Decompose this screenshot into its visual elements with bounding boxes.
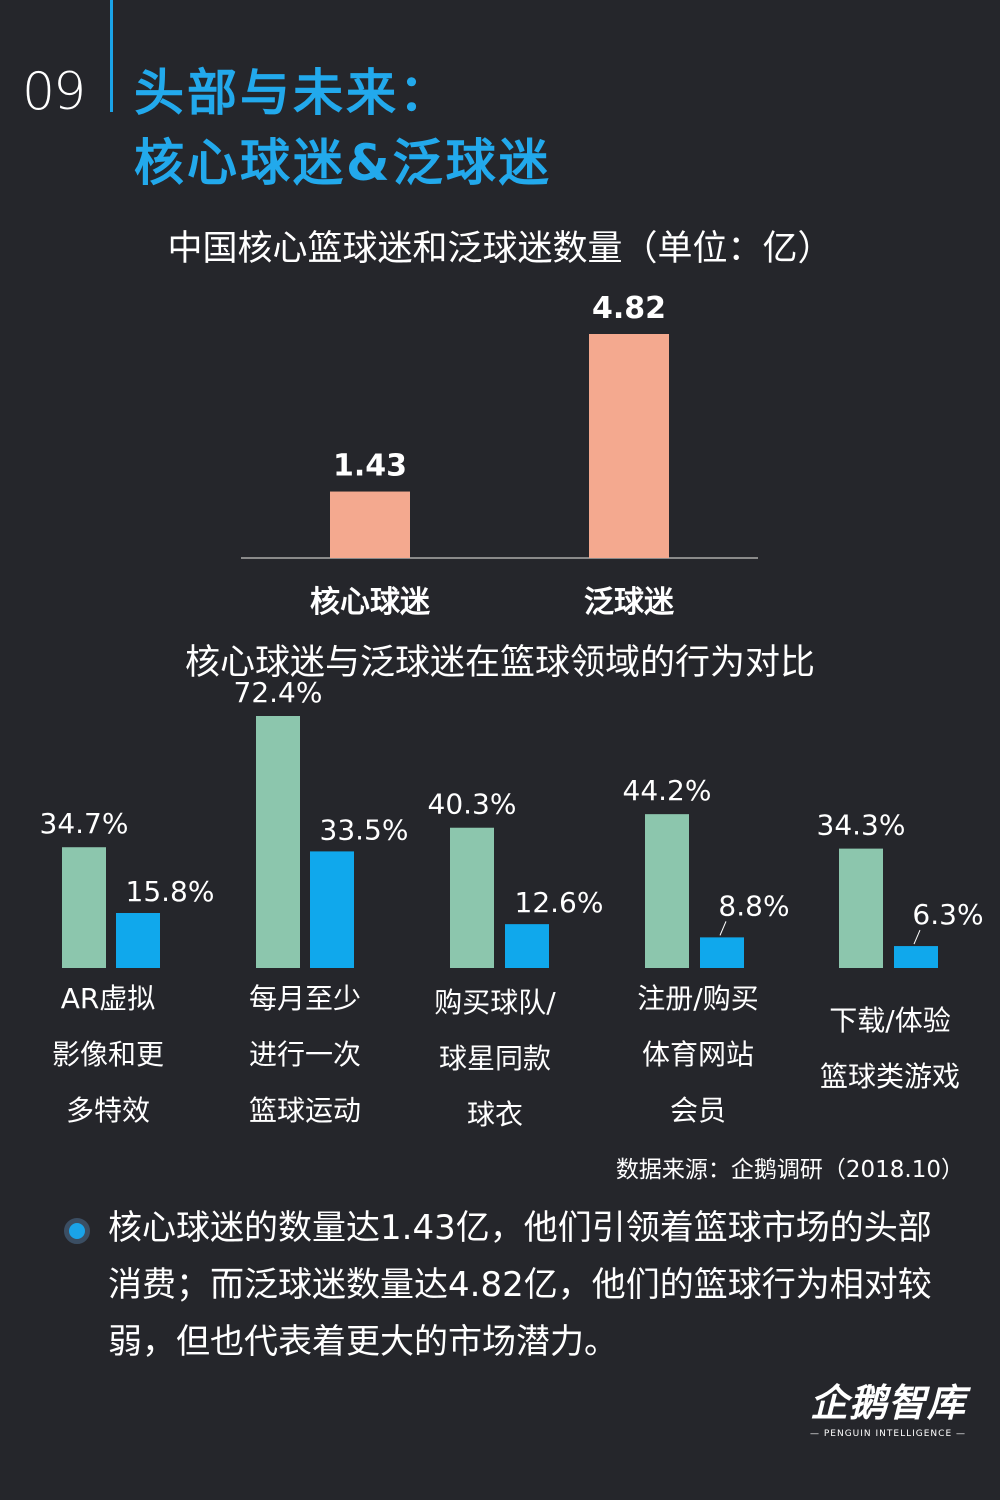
core-fan-value-label: 72.4% <box>234 676 323 709</box>
chart2-category-label: 篮球运动 <box>249 1094 361 1127</box>
label-leader-line <box>913 929 921 945</box>
casual-fan-value-label: 15.8% <box>126 875 215 908</box>
logo-sub: — PENGUIN INTELLIGENCE — <box>810 1429 966 1439</box>
chart2-category-label: 下载/体验 <box>829 1004 950 1037</box>
chart2-category-label: 球衣 <box>467 1098 523 1131</box>
core-fan-value-label: 34.3% <box>817 809 906 842</box>
bullet-icon <box>64 1218 90 1244</box>
logo-main: 企鹅智库 <box>809 1381 966 1425</box>
fan-count-chart: 1.43 核心球迷 4.82 泛球迷 <box>241 291 758 620</box>
chart1-category-label: 泛球迷 <box>584 585 675 620</box>
chart2-category-label: 购买球队/ <box>434 986 556 1019</box>
page-title: 头部与未来： 核心球迷&泛球迷 <box>134 58 552 198</box>
chart2-category-label: 注册/购买 <box>637 982 758 1015</box>
casual-fan-value-label: 12.6% <box>515 886 604 919</box>
page-number: 09 <box>22 62 86 122</box>
chart1-bar <box>330 491 410 558</box>
label-leader-line <box>719 921 727 936</box>
chart2-title: 核心球迷与泛球迷在篮球领域的行为对比 <box>184 643 815 683</box>
chart1-title: 中国核心篮球迷和泛球迷数量（单位：亿） <box>167 229 833 269</box>
chart1-value-label: 4.82 <box>592 291 666 326</box>
chart1-bar <box>589 334 669 558</box>
chart2-category-label: 体育网站 <box>642 1038 754 1071</box>
logo: 企鹅智库 — PENGUIN INTELLIGENCE — <box>798 1372 978 1439</box>
title-line-1: 头部与未来： <box>134 64 452 122</box>
core-fan-bar <box>62 847 106 968</box>
casual-fan-value-label: 8.8% <box>718 889 789 922</box>
chart2-category-label: 会员 <box>670 1094 726 1127</box>
chart2-category-label: 球星同款 <box>439 1042 551 1075</box>
chart2-category-label: 篮球类游戏 <box>820 1060 960 1093</box>
core-fan-value-label: 44.2% <box>623 774 712 807</box>
chart2-category-label: 多特效 <box>66 1094 150 1127</box>
core-fan-bar <box>645 814 689 968</box>
casual-fan-bar <box>505 924 549 968</box>
casual-fan-bar <box>700 937 744 968</box>
summary-text: 核心球迷的数量达1.43亿，他们引领着篮球市场的头部消费；而泛球迷数量达4.82… <box>108 1208 932 1362</box>
casual-fan-bar <box>116 913 160 968</box>
core-fan-bar <box>450 827 494 968</box>
behavior-comparison-chart: 34.7% 72.4% 40.3% 44.2% 34.3% 15.8% 33.5% 12.6%… <box>40 676 984 1131</box>
title-divider <box>110 0 113 112</box>
core-fan-bar <box>839 848 883 968</box>
casual-fan-bar <box>310 851 354 968</box>
core-fan-bar <box>256 716 300 968</box>
casual-fan-value-label: 33.5% <box>320 813 409 846</box>
chart2-category-label: AR虚拟 <box>61 982 156 1015</box>
data-source: 数据来源：企鹅调研（2018.10） <box>615 1157 964 1183</box>
casual-fan-value-label: 6.3% <box>912 898 983 931</box>
core-fan-value-label: 34.7% <box>40 807 129 840</box>
chart1-category-label: 核心球迷 <box>310 585 431 620</box>
chart2-category-label: 进行一次 <box>249 1038 361 1071</box>
chart1-value-label: 1.43 <box>333 449 407 484</box>
chart2-category-label: 影像和更 <box>52 1038 164 1071</box>
casual-fan-bar <box>894 946 938 968</box>
core-fan-value-label: 40.3% <box>428 788 517 821</box>
chart2-category-label: 每月至少 <box>249 982 361 1015</box>
title-line-2: 核心球迷&泛球迷 <box>134 134 552 192</box>
